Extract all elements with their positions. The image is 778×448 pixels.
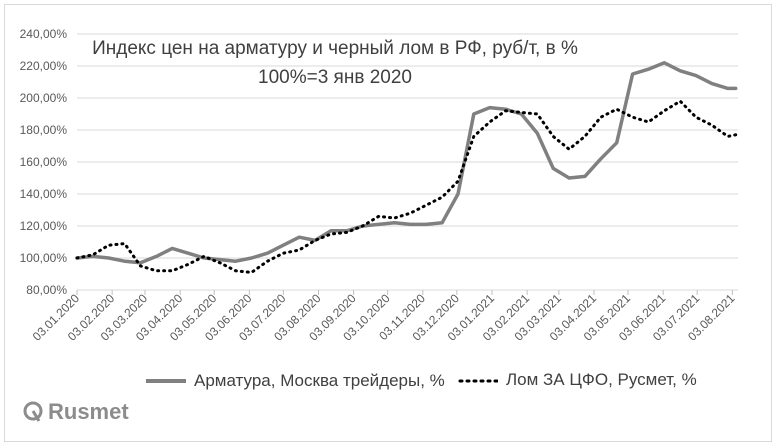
rusmet-logo: Rusmet	[22, 399, 129, 425]
legend-item-armatura: Арматура, Москва трейдеры, %	[146, 370, 446, 391]
y-tick-label: 200,00%	[20, 91, 68, 105]
legend-swatch-solid	[146, 372, 186, 384]
series-line-lom	[75, 99, 738, 274]
y-tick-label: 140,00%	[20, 187, 68, 201]
series-line-armatura	[75, 61, 738, 265]
rusmet-logo-text: Rusmet	[48, 399, 129, 424]
legend-swatch-dotted	[458, 372, 500, 384]
y-tick-label: 220,00%	[20, 59, 68, 73]
chart-title: Индекс цен на арматуру и черный лом в РФ…	[92, 38, 578, 59]
legend-label-lom: Лом ЗА ЦФО, Русмет, %	[506, 370, 697, 389]
y-tick-label: 120,00%	[20, 219, 68, 233]
y-tick-label: 100,00%	[20, 251, 68, 265]
legend-item-lom: Лом ЗА ЦФО, Русмет, %	[458, 370, 697, 390]
y-tick-label: 80,00%	[26, 283, 67, 297]
y-tick-label: 160,00%	[20, 155, 68, 169]
x-axis-ticks: 03.01.202003.02.202003.03.202003.04.2020…	[30, 290, 738, 344]
y-axis-ticks: 80,00% 100,00% 120,00% 140,00% 160,00% 180,00…	[20, 27, 68, 297]
legend-label-armatura: Арматура, Москва трейдеры, %	[194, 371, 445, 390]
rusmet-logo-icon	[23, 401, 43, 422]
series-lines	[75, 61, 738, 274]
y-tick-label: 240,00%	[20, 27, 68, 41]
chart-subtitle: 100%=3 янв 2020	[258, 67, 412, 88]
y-tick-label: 180,00%	[20, 123, 68, 137]
